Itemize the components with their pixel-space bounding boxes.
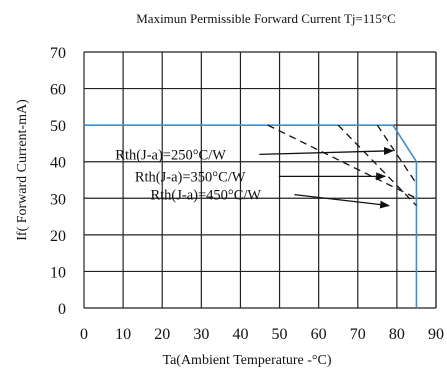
- series-line-1: [84, 124, 418, 308]
- y-tick-label: 20: [50, 228, 66, 245]
- annotation-arrow-3: [294, 193, 391, 209]
- x-tick-label: 10: [115, 326, 131, 343]
- y-tick-label: 50: [50, 118, 66, 135]
- x-tick-label: 40: [232, 326, 248, 343]
- annotation-label-3: Rth(J-a)=450°C/W: [150, 188, 261, 204]
- x-tick-label: 30: [193, 326, 209, 343]
- x-tick-label: 20: [154, 326, 170, 343]
- x-tick-label: 60: [311, 326, 327, 343]
- x-axis-label: Ta(Ambient Temperature -°C): [163, 353, 332, 368]
- y-tick-label: 40: [50, 155, 66, 172]
- y-axis-label: If( Forward Current-mA): [15, 99, 30, 241]
- y-tick-label: 0: [58, 301, 66, 318]
- y-tick-label: 70: [50, 45, 66, 62]
- annotation-label-2: Rth(J-a)=350°C/W: [135, 169, 246, 185]
- series-layer: [84, 124, 418, 308]
- x-tick-label: 80: [389, 326, 405, 343]
- tick-labels: 0 10 20 30 40 50 60 70 80 90 0 10 20 30 40 50 60 70: [50, 45, 444, 343]
- y-tick-label: 60: [50, 82, 66, 99]
- annotations: Rth(J-a)=250°C/W Rth(J-a)=350°C/W Rth(J-a)…: [115, 146, 394, 209]
- annotation-arrow-1: [259, 146, 394, 156]
- chart-title: Maximun Permissible Forward Current Tj=1…: [136, 11, 396, 26]
- series-line-2: [267, 124, 417, 199]
- x-tick-label: 50: [272, 326, 288, 343]
- x-tick-label: 90: [428, 326, 444, 343]
- y-tick-label: 10: [50, 264, 66, 281]
- y-tick-label: 30: [50, 191, 66, 208]
- series-line-3: [337, 124, 417, 207]
- annotation-label-1: Rth(J-a)=250°C/W: [115, 147, 226, 163]
- x-tick-label: 70: [350, 326, 366, 343]
- x-tick-label: 0: [80, 326, 88, 343]
